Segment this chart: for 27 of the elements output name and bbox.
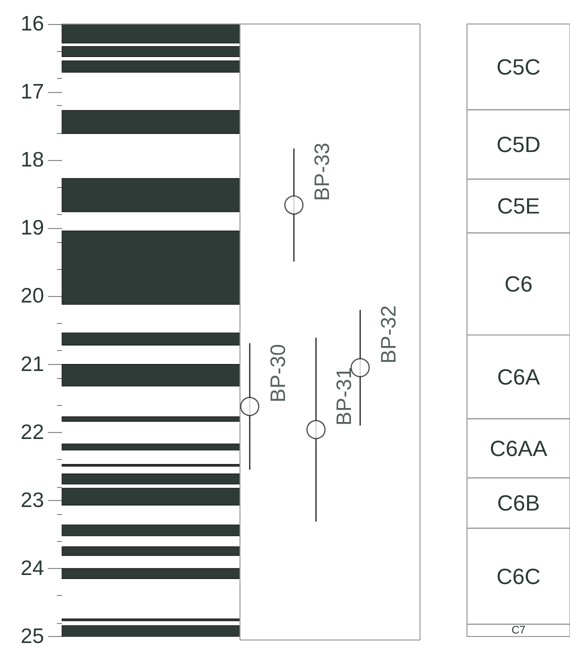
y-tick-label: 25: [20, 625, 44, 647]
band-label: C6: [504, 271, 533, 296]
band-label: C6AA: [490, 436, 548, 461]
text: BP-31: [333, 367, 356, 426]
y-tick-label: 17: [20, 80, 44, 104]
y-tick-label: 22: [20, 420, 44, 444]
band-label: C7: [511, 624, 526, 636]
y-tick-label: 16: [20, 12, 44, 36]
band-label: C6C: [496, 564, 541, 589]
y-tick-label: 23: [20, 488, 44, 512]
point: [350, 358, 370, 378]
band-label: C5D: [496, 132, 541, 157]
band-label: C5E: [497, 194, 540, 219]
text: BP-33: [311, 142, 334, 202]
y-tick-label: 20: [20, 284, 44, 308]
point: [306, 420, 326, 440]
band-label: C5C: [496, 54, 541, 80]
point: [240, 396, 260, 416]
y-tick-label: 24: [20, 556, 44, 580]
band-label: C6B: [497, 490, 540, 516]
text: BP-30: [266, 344, 290, 402]
band-label: C6A: [497, 364, 540, 390]
y-tick-label: 19: [20, 216, 44, 240]
text: BP-32: [377, 305, 400, 364]
y-tick-label: 21: [20, 352, 44, 376]
y-tick-label: 18: [20, 148, 44, 172]
point: [284, 195, 304, 215]
